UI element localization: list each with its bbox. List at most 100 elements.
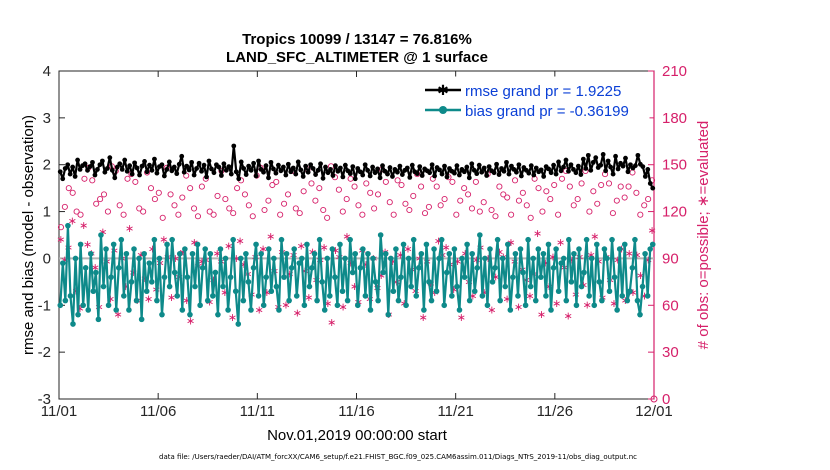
y-tick-label-left: 0	[43, 250, 51, 267]
bias-point	[156, 255, 163, 262]
rmse-point	[228, 171, 234, 177]
rmse-point	[189, 159, 195, 165]
bias-point	[95, 316, 102, 323]
possible-point	[527, 214, 534, 221]
bias-point	[548, 307, 554, 313]
evaluated-point: ∗	[228, 311, 237, 324]
evaluated-point: ∗	[232, 252, 241, 265]
bias-point	[522, 302, 529, 309]
bias-point	[639, 283, 646, 290]
bias-point	[184, 274, 191, 280]
legend-rmse-label: rmse grand pr = 1.9225	[465, 83, 621, 100]
possible-point	[171, 202, 178, 209]
evaluated-point: ∗	[171, 252, 180, 265]
rmse-point	[196, 160, 202, 166]
bias-point	[637, 311, 643, 318]
rmse-point	[298, 167, 304, 173]
evaluated-point: ∗	[495, 246, 504, 259]
bias-point	[306, 283, 313, 290]
evaluated-point: ∗	[327, 316, 336, 329]
bias-point	[566, 236, 572, 243]
bias-point	[362, 293, 369, 299]
bias-point	[182, 246, 188, 252]
evaluated-point: ∗	[255, 303, 264, 316]
evaluated-point: ∗	[640, 289, 649, 302]
bias-point	[591, 302, 598, 309]
bias-point	[255, 293, 262, 299]
bias-point	[60, 260, 66, 266]
rmse-point	[273, 170, 279, 176]
rmse-point	[419, 173, 425, 178]
rmse-point	[640, 164, 646, 169]
evaluated-point: ∗	[636, 269, 645, 282]
bias-point	[115, 265, 122, 271]
possible-point	[605, 180, 613, 187]
rmse-point	[152, 156, 157, 162]
bias-point	[311, 250, 318, 257]
bias-point	[108, 274, 114, 280]
bias-point	[357, 265, 364, 271]
bias-point	[507, 307, 514, 313]
bias-point	[235, 321, 242, 327]
possible-point	[61, 203, 68, 210]
rmse-point	[104, 166, 110, 171]
y-tick-label-right: 150	[662, 157, 687, 174]
bias-point	[143, 288, 150, 295]
possible-point	[645, 196, 652, 203]
possible-point	[433, 183, 440, 190]
bias-point	[482, 255, 488, 262]
evaluated-point: ∗	[60, 253, 69, 266]
possible-point	[453, 211, 460, 218]
bias-point	[499, 255, 506, 262]
rmse-point	[60, 176, 66, 182]
possible-point	[519, 189, 526, 196]
rmse-point	[139, 163, 145, 169]
rmse-point	[57, 169, 63, 175]
bias-point	[243, 250, 249, 257]
evaluated-point: ∗	[556, 236, 565, 249]
bias-point	[449, 293, 455, 299]
y-axis-label-right: # of obs: o=possible; ∗=evaluated	[695, 121, 712, 350]
possible-point	[406, 206, 413, 214]
rmse-point	[367, 173, 373, 179]
bias-point	[581, 269, 587, 276]
bias-point	[477, 232, 483, 238]
bias-point	[260, 302, 267, 309]
legend-rmse-marker: ✱	[437, 83, 449, 99]
rmse-point	[65, 162, 71, 168]
evaluated-point: ∗	[148, 242, 157, 255]
possible-point	[539, 208, 546, 215]
rmse-point	[479, 169, 485, 175]
rmse-point	[432, 173, 437, 179]
bias-point	[324, 255, 331, 262]
y-axis-label-left: rmse and bias (model - observation)	[20, 115, 37, 355]
rmse-point	[471, 167, 477, 173]
bias-point	[380, 269, 386, 276]
bias-point	[286, 297, 292, 304]
evaluated-point: ∗	[266, 230, 275, 243]
rmse-point	[201, 162, 207, 168]
possible-point	[339, 208, 346, 215]
bias-point	[65, 222, 71, 229]
possible-point	[120, 211, 127, 218]
bias-point	[443, 269, 450, 276]
bias-point	[375, 297, 381, 304]
rmse-point	[585, 152, 591, 158]
evaluated-point: ∗	[396, 249, 405, 262]
rmse-point	[142, 159, 147, 164]
rmse-point	[337, 165, 343, 171]
rmse-point	[568, 162, 574, 168]
possible-series	[57, 163, 658, 403]
bias-point	[250, 265, 257, 271]
possible-point	[89, 177, 96, 184]
bias-point	[217, 246, 224, 252]
possible-point	[515, 197, 523, 204]
possible-point	[511, 177, 519, 184]
bias-point	[352, 250, 359, 257]
rmse-point	[476, 162, 482, 168]
possible-point	[175, 211, 182, 218]
bias-point	[342, 255, 348, 262]
bias-point	[197, 302, 203, 309]
bias-point	[604, 255, 610, 262]
